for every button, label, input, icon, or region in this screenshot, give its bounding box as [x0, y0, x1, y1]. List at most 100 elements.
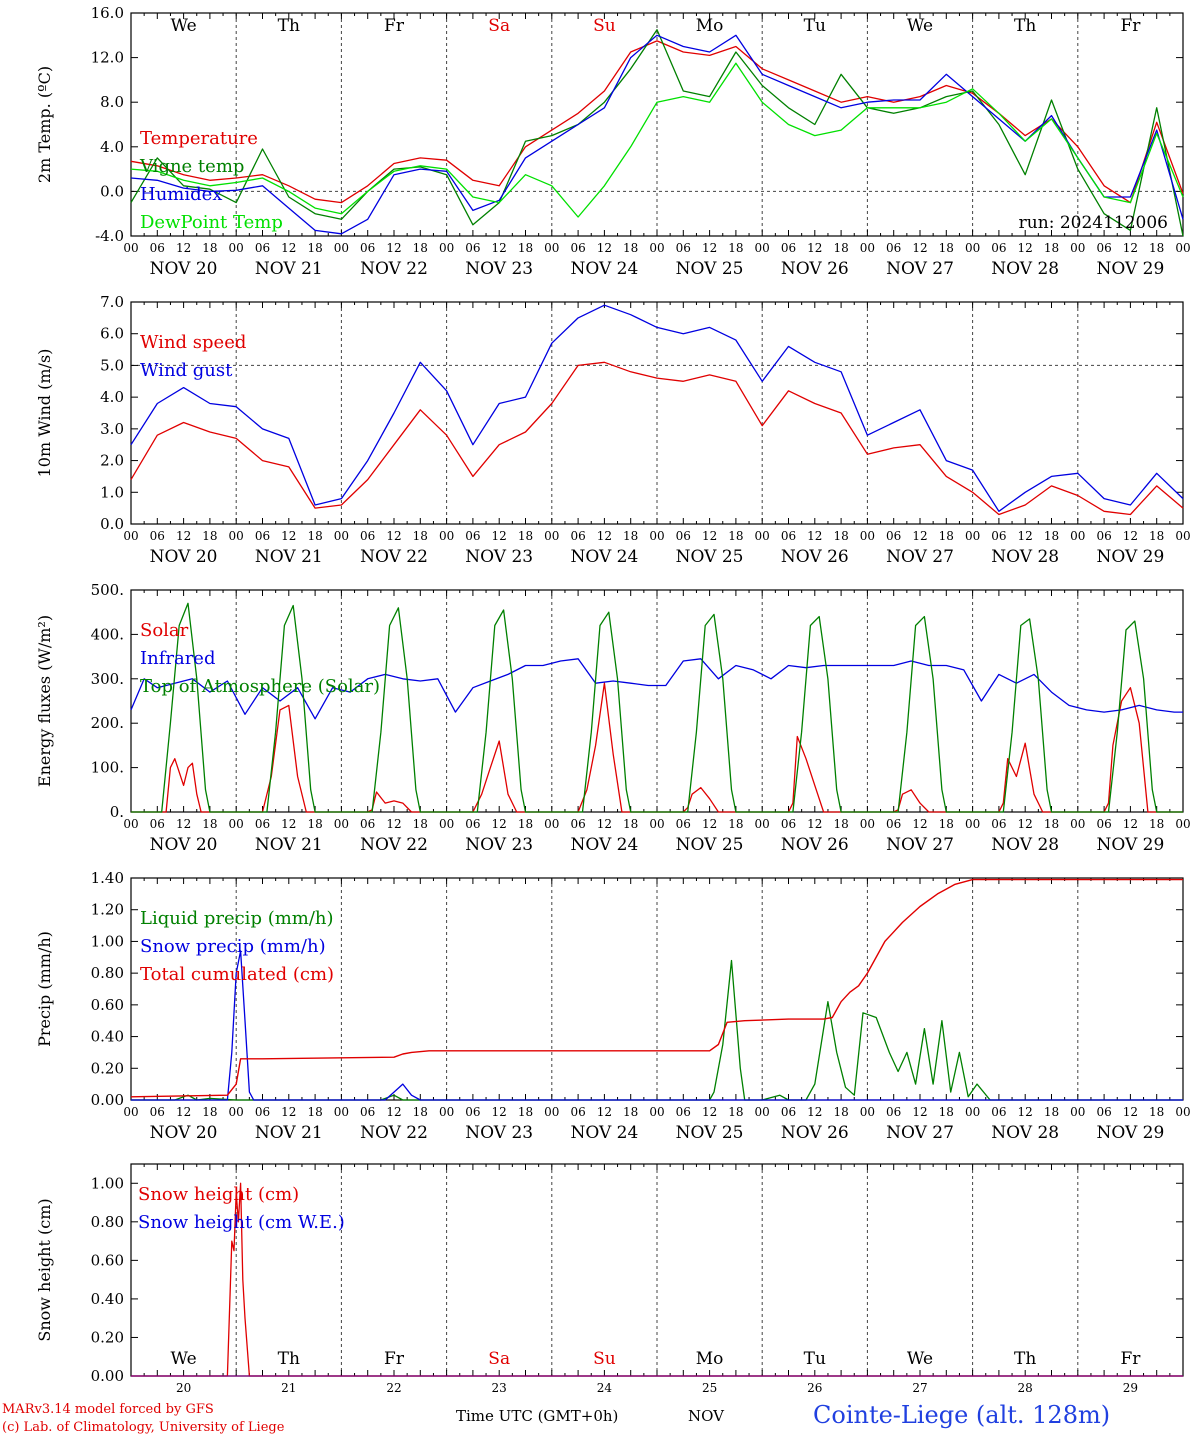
hour-tick-label: 18	[833, 1105, 848, 1119]
hour-tick-label: 06	[991, 817, 1006, 831]
y-tick-label: 0.60	[91, 1251, 124, 1269]
hour-tick-label: 12	[912, 241, 927, 255]
hour-tick-label: 06	[360, 1105, 375, 1119]
hour-tick-label: 06	[255, 529, 270, 543]
hour-tick-label: 06	[255, 817, 270, 831]
hour-tick-label: 12	[176, 817, 191, 831]
y-axis-title: Snow height (cm)	[35, 1198, 54, 1341]
hour-tick-label: 00	[1175, 529, 1190, 543]
hour-tick-label: 06	[255, 241, 270, 255]
hour-tick-label: 12	[492, 1105, 507, 1119]
model-credit: MARv3.14 model forced by GFS	[2, 1402, 214, 1417]
hour-tick-label: 00	[649, 529, 664, 543]
hour-tick-label: 18	[728, 817, 743, 831]
y-tick-label: 0.00	[91, 1367, 124, 1385]
hour-tick-label: 00	[755, 529, 770, 543]
hour-tick-label: 00	[123, 529, 138, 543]
hour-tick-label: 06	[676, 241, 691, 255]
series-line-snow-precip-mm-h-	[131, 950, 1183, 1101]
hour-tick-label: 18	[833, 817, 848, 831]
date-label: NOV 24	[570, 259, 638, 279]
legend-wind-gust: Wind gust	[140, 360, 233, 381]
date-label: NOV 24	[570, 547, 638, 567]
hour-tick-label: 00	[229, 817, 244, 831]
date-label: NOV 28	[991, 259, 1059, 279]
weekday-label: Mo	[696, 1349, 724, 1369]
hour-tick-label: 18	[623, 241, 638, 255]
hour-tick-label: 06	[570, 241, 585, 255]
series-line-total-cumulated-cm-	[130, 878, 1183, 1098]
hour-tick-label: 12	[1123, 817, 1138, 831]
y-tick-label: 0.80	[91, 964, 124, 982]
hour-tick-label: 00	[965, 529, 980, 543]
hour-tick-label: 12	[492, 529, 507, 543]
date-label: NOV 20	[150, 259, 218, 279]
date-label: NOV 28	[991, 1123, 1059, 1143]
hour-tick-label: 06	[886, 1105, 901, 1119]
hour-tick-label: 12	[176, 1105, 191, 1119]
hour-tick-label: 18	[202, 241, 217, 255]
y-tick-label: 1.40	[91, 869, 124, 887]
hour-tick-label: 12	[702, 241, 717, 255]
hour-tick-label: 12	[281, 529, 296, 543]
weekday-label: Fr	[384, 1349, 405, 1369]
hour-tick-label: 00	[229, 241, 244, 255]
hour-tick-label: 00	[439, 241, 454, 255]
hour-tick-label: 12	[386, 241, 401, 255]
hour-tick-label: 00	[1175, 241, 1190, 255]
y-tick-label: 16.0	[91, 4, 124, 22]
hour-tick-label: 00	[649, 817, 664, 831]
date-label: NOV 25	[676, 835, 744, 855]
plot-frame	[130, 12, 1184, 237]
hour-tick-label: 12	[176, 529, 191, 543]
hour-tick-label: 06	[570, 817, 585, 831]
series-line-wind-speed	[130, 361, 1184, 516]
day-number-label: 22	[386, 1381, 401, 1395]
hour-tick-label: 18	[202, 817, 217, 831]
hour-tick-label: 18	[728, 529, 743, 543]
hour-tick-label: 18	[939, 241, 954, 255]
lab-credit: (c) Lab. of Climatology, University of L…	[2, 1420, 285, 1435]
hour-tick-label: 00	[544, 1105, 559, 1119]
date-label: NOV 24	[570, 1123, 638, 1143]
series-line-vigne-temp	[130, 29, 1184, 237]
legend-temperature: Temperature	[140, 128, 258, 149]
hour-tick-label: 00	[965, 241, 980, 255]
hour-tick-label: 18	[1044, 817, 1059, 831]
weekday-label: Fr	[1120, 1349, 1141, 1369]
y-tick-label: 1.00	[91, 1174, 124, 1192]
legend-infrared: Infrared	[140, 648, 215, 669]
hour-tick-label: 06	[570, 529, 585, 543]
date-label: NOV 28	[991, 547, 1059, 567]
y-tick-label: 100.	[91, 759, 124, 777]
hour-tick-label: 06	[360, 241, 375, 255]
hour-tick-label: 12	[597, 529, 612, 543]
hour-tick-label: 18	[939, 529, 954, 543]
hour-tick-label: 12	[597, 1105, 612, 1119]
date-label: NOV 26	[781, 835, 849, 855]
y-tick-label: 0.40	[91, 1290, 124, 1308]
y-tick-label: 0.0	[100, 515, 124, 533]
date-label: NOV 20	[150, 1123, 218, 1143]
hour-tick-label: 12	[1123, 241, 1138, 255]
hour-tick-label: 18	[623, 1105, 638, 1119]
day-number-label: 26	[807, 1381, 822, 1395]
date-label: NOV 29	[1096, 547, 1164, 567]
date-label: NOV 27	[886, 835, 954, 855]
hour-tick-label: 18	[939, 817, 954, 831]
date-label: NOV 27	[886, 1123, 954, 1143]
hour-tick-label: 00	[544, 241, 559, 255]
time-axis-title: Time UTC (GMT+0h)	[456, 1407, 619, 1425]
hour-tick-label: 00	[860, 529, 875, 543]
date-label: NOV 25	[676, 259, 744, 279]
day-number-label: 21	[281, 1381, 296, 1395]
hour-tick-label: 18	[1149, 529, 1164, 543]
hour-tick-label: 12	[176, 241, 191, 255]
date-label: NOV 28	[991, 835, 1059, 855]
hour-tick-label: 12	[386, 529, 401, 543]
hour-tick-label: 18	[518, 817, 533, 831]
hour-tick-label: 12	[597, 817, 612, 831]
hour-tick-label: 12	[1123, 1105, 1138, 1119]
weekday-label: Sa	[488, 16, 510, 36]
hour-tick-label: 12	[807, 529, 822, 543]
